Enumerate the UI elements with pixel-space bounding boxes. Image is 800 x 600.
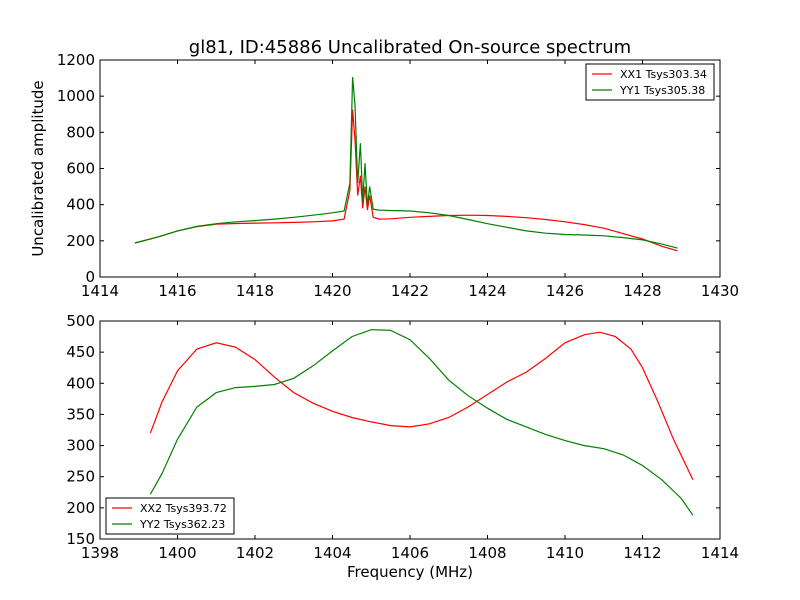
lower-spectrum-plot: 1398 1400 1402 1404 1406 1408 1410 1412 1414 150 2… — [66, 312, 739, 581]
series-line-0-0 — [134, 109, 678, 252]
x-tick-label: 1414 — [701, 544, 739, 562]
y-tick-label: 350 — [66, 405, 95, 423]
x-tick-label: 1424 — [468, 282, 506, 300]
x-tick-label: 1408 — [468, 544, 506, 562]
series-line-0-1 — [134, 77, 678, 249]
x-tick-label: 1398 — [81, 544, 119, 562]
y-tick-label: 600 — [66, 160, 95, 178]
y-tick-label: 500 — [66, 312, 95, 330]
x-tick-label: 1416 — [158, 282, 196, 300]
y-tick-label: 400 — [66, 196, 95, 214]
y-tick-label: 1200 — [57, 51, 95, 69]
x-tick-label: 1414 — [81, 282, 119, 300]
x-axis-label: Frequency (MHz) — [347, 563, 473, 581]
y-tick-label: 300 — [66, 437, 95, 455]
y-axis-label: Uncalibrated amplitude — [29, 80, 47, 256]
legend-box — [585, 63, 715, 101]
x-tick-label: 1428 — [623, 282, 661, 300]
y-tick-label: 150 — [66, 530, 95, 548]
series-line-1-0 — [149, 331, 694, 481]
y-tick-label: 400 — [66, 374, 95, 392]
y-tick-label: 1000 — [57, 87, 95, 105]
x-tick-label: 1402 — [236, 544, 274, 562]
x-tick-label: 1420 — [313, 282, 351, 300]
legend-entry: YY2 Tsys362.23 — [139, 518, 225, 531]
x-tick-label: 1430 — [701, 282, 739, 300]
x-tick-label: 1400 — [158, 544, 196, 562]
y-tick-label: 800 — [66, 123, 95, 141]
x-tick-label: 1412 — [623, 544, 661, 562]
y-tick-label: 200 — [66, 232, 95, 250]
legend: XX2 Tsys393.72 YY2 Tsys362.23 — [105, 497, 235, 535]
x-tick-label: 1418 — [236, 282, 274, 300]
legend-entry: XX2 Tsys393.72 — [140, 502, 227, 515]
legend-box — [105, 497, 235, 535]
upper-spectrum-plot: 1414 1416 1418 1420 1422 1424 1426 1428 1430 0 200… — [29, 51, 739, 300]
y-tick-label: 200 — [66, 499, 95, 517]
legend-entry: YY1 Tsys305.38 — [619, 84, 705, 97]
legend: XX1 Tsys303.34 YY1 Tsys305.38 — [585, 63, 715, 101]
x-tick-label: 1426 — [546, 282, 584, 300]
y-tick-label: 450 — [66, 343, 95, 361]
x-tick-label: 1404 — [313, 544, 351, 562]
x-tick-label: 1422 — [391, 282, 429, 300]
y-tick-label: 0 — [85, 268, 95, 286]
figure-title: gl81, ID:45886 Uncalibrated On-source sp… — [189, 37, 631, 58]
x-tick-label: 1406 — [391, 544, 429, 562]
x-tick-label: 1410 — [546, 544, 584, 562]
series-line-1-1 — [149, 329, 694, 516]
y-tick-label: 250 — [66, 468, 95, 486]
legend-entry: XX1 Tsys303.34 — [620, 68, 707, 81]
